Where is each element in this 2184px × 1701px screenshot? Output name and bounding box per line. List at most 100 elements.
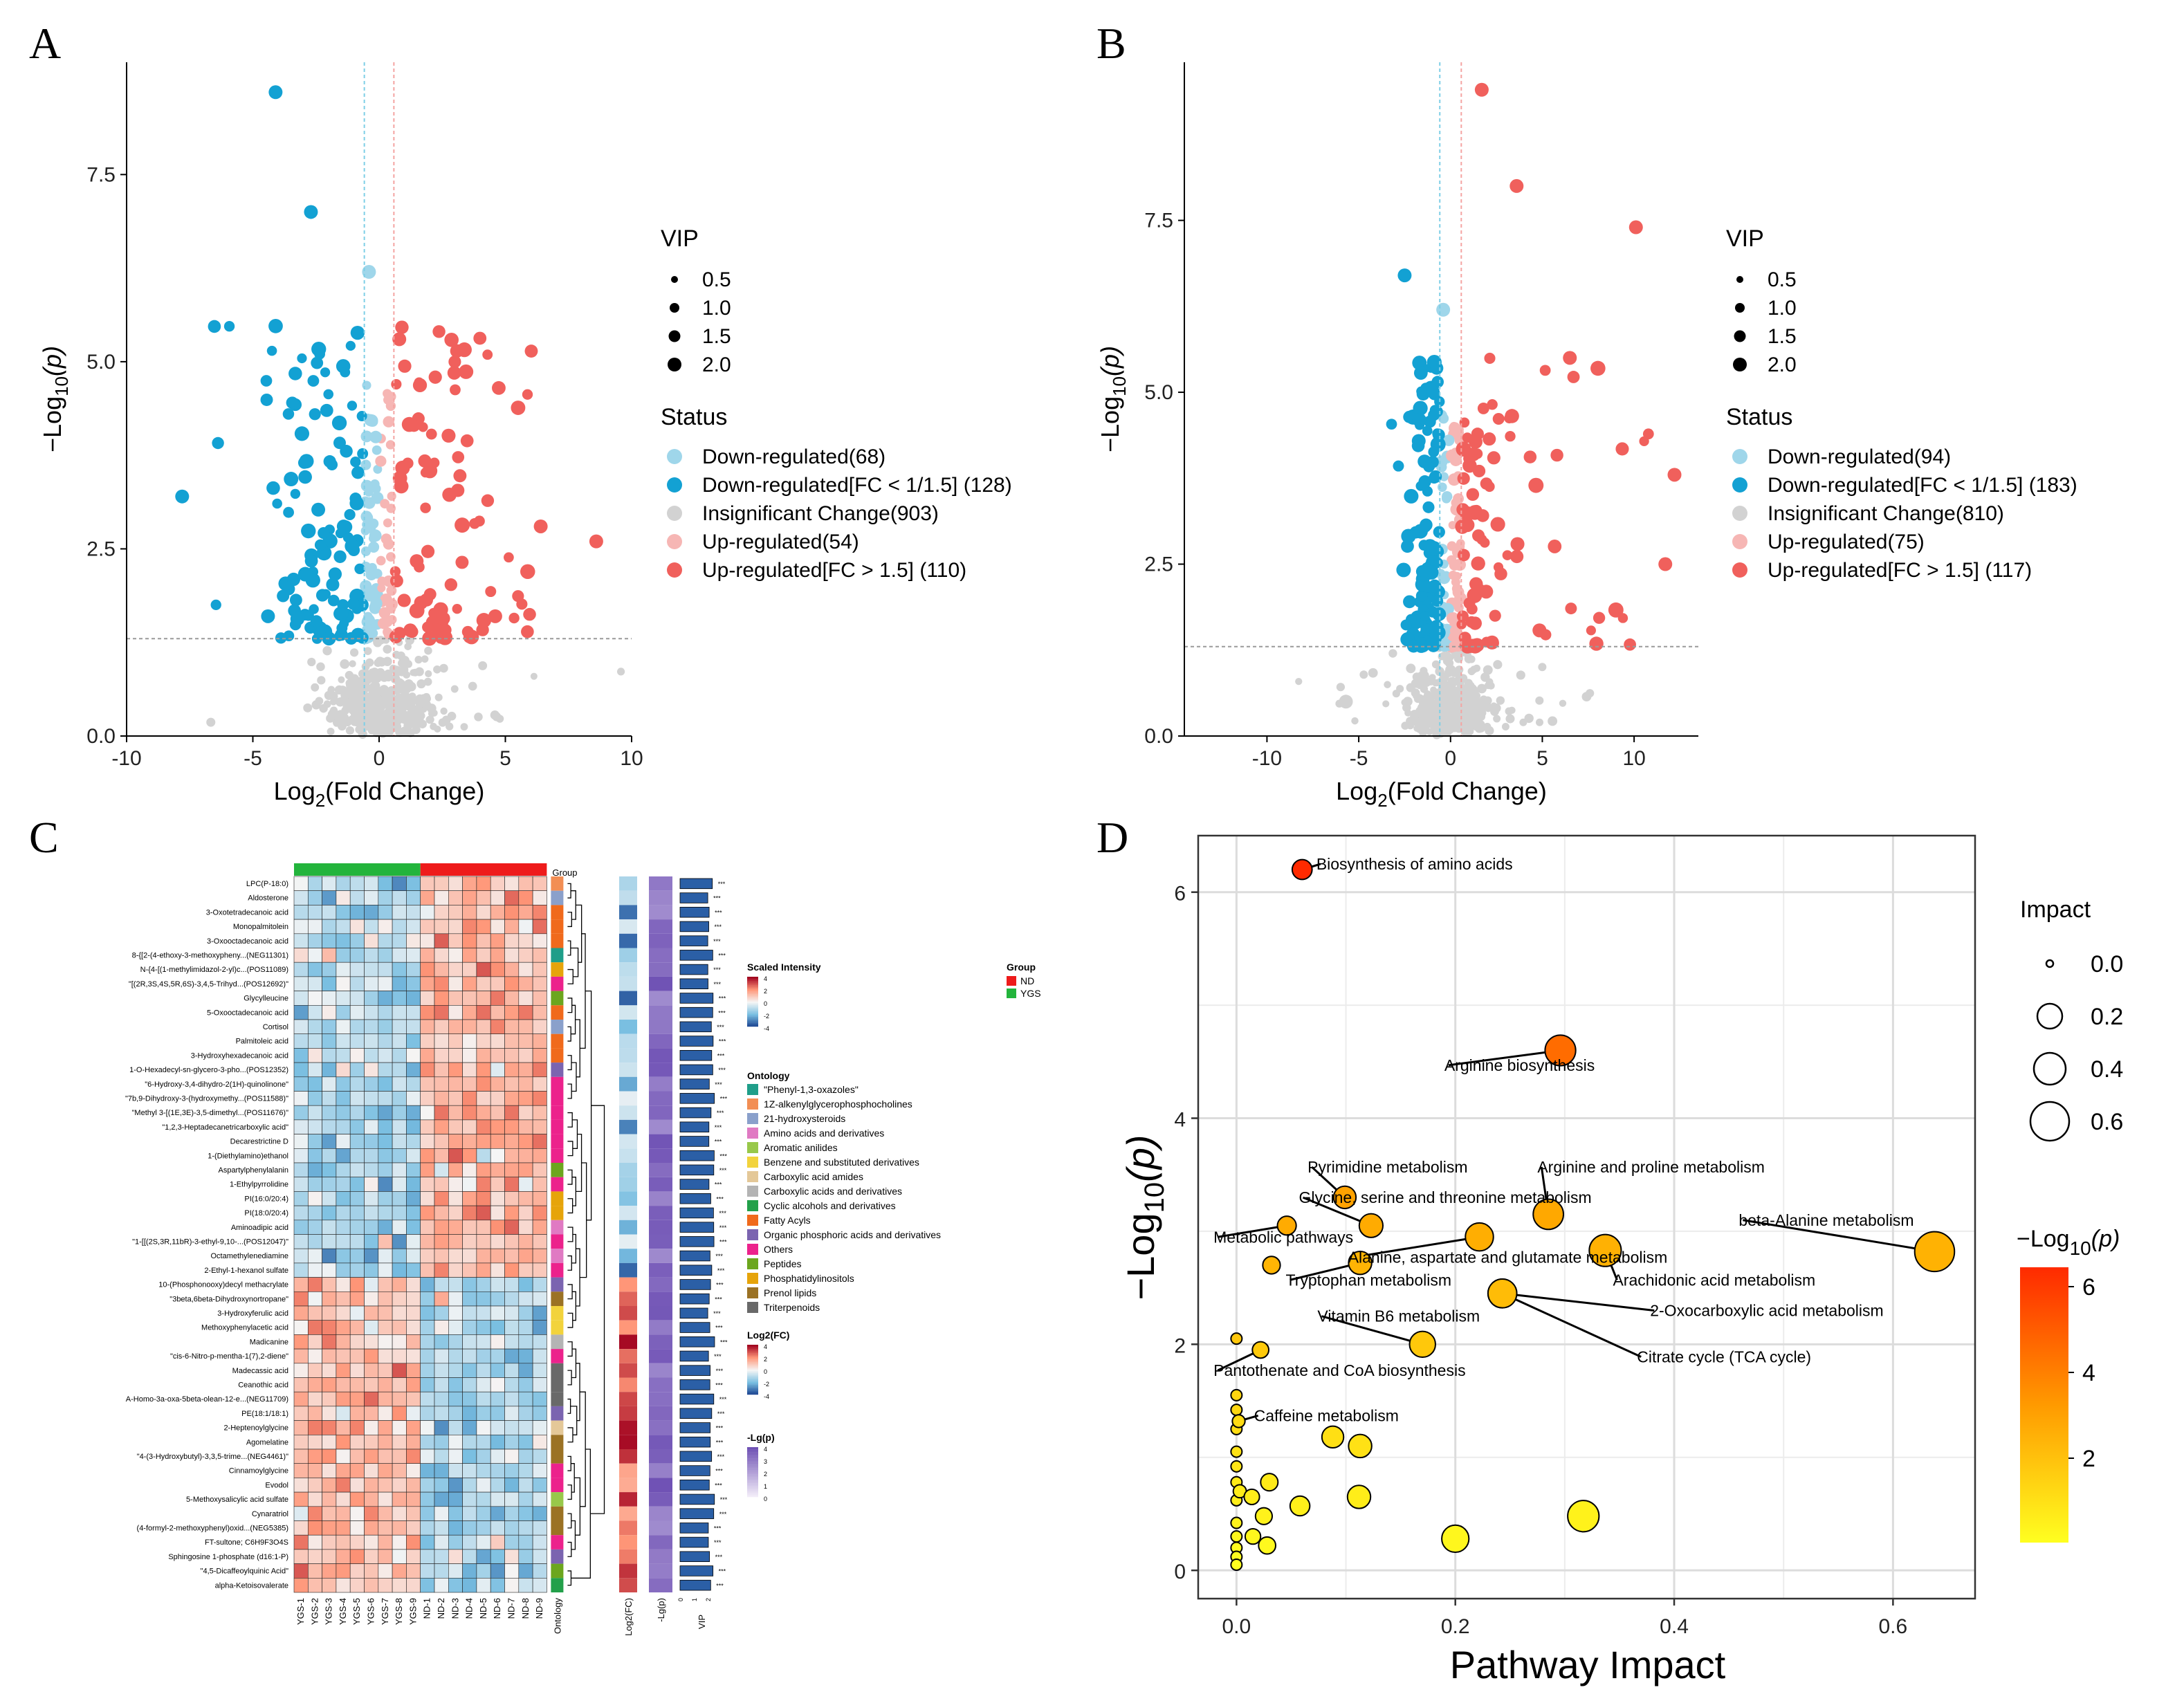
heatmap-cell bbox=[504, 1119, 520, 1134]
heatmap-cell bbox=[476, 1563, 491, 1579]
lgp-cell bbox=[649, 1048, 672, 1063]
significance-mark: *** bbox=[713, 895, 721, 902]
up-regulated-point bbox=[380, 593, 392, 606]
up-regulated-point bbox=[395, 320, 409, 334]
heatmap-cell bbox=[490, 1391, 505, 1407]
heatmap-cell bbox=[364, 1534, 379, 1550]
up-regulated-point bbox=[1451, 426, 1465, 439]
heatmap-cell bbox=[378, 1076, 393, 1092]
down-regulated-point bbox=[320, 403, 333, 417]
heatmap-cell bbox=[476, 905, 491, 920]
heatmap-cell bbox=[434, 1420, 449, 1435]
heatmap-row-label: Agomelatine bbox=[246, 1438, 288, 1446]
heatmap-cell bbox=[490, 991, 505, 1006]
down-regulated-point bbox=[338, 607, 349, 619]
heatmap-cell bbox=[420, 1119, 435, 1134]
dendrogram-branch bbox=[580, 1391, 586, 1507]
heatmap-cell bbox=[518, 1033, 533, 1049]
down-regulated-point bbox=[208, 320, 221, 333]
heatmap-cell bbox=[420, 1420, 435, 1435]
heatmap-cell bbox=[434, 1048, 449, 1063]
heatmap-cell bbox=[462, 890, 477, 905]
log2fc-scale-step bbox=[747, 1367, 758, 1369]
vip-bar bbox=[679, 1193, 711, 1204]
heatmap-cell bbox=[462, 1220, 477, 1235]
heatmap-cell bbox=[349, 1406, 365, 1421]
heatmap-cell bbox=[406, 1377, 421, 1392]
heatmap-cell bbox=[504, 1134, 520, 1149]
lgp-cell bbox=[649, 1463, 672, 1478]
heatmap-cell bbox=[378, 1191, 393, 1206]
lgp-scale-step bbox=[747, 1460, 758, 1461]
color-legend-title-sub: 10 bbox=[2070, 1238, 2091, 1259]
heatmap-cell bbox=[307, 1162, 322, 1178]
insignificant-point bbox=[1473, 699, 1481, 708]
up-regulated-point bbox=[482, 349, 493, 360]
heatmap-cell bbox=[392, 1534, 407, 1550]
heatmap-cell bbox=[378, 933, 393, 948]
heatmap-cell bbox=[364, 1162, 379, 1178]
scale-step bbox=[747, 988, 758, 990]
heatmap-cell bbox=[406, 890, 421, 905]
vip-legend-label: 2.0 bbox=[1768, 353, 1797, 376]
heatmap-cell bbox=[518, 1177, 533, 1192]
insignificant-point bbox=[358, 729, 367, 739]
heatmap-cell bbox=[336, 1435, 351, 1450]
log2fc-scale-step bbox=[747, 1347, 758, 1349]
up-regulated-point bbox=[1449, 625, 1460, 636]
dendrogram-branch bbox=[567, 1141, 573, 1157]
heatmap-cell bbox=[392, 962, 407, 977]
heatmap-cell bbox=[307, 976, 322, 991]
down-regulated-point bbox=[347, 598, 360, 610]
ontology-cell bbox=[551, 976, 564, 991]
down-regulated-point bbox=[311, 502, 326, 517]
insignificant-point bbox=[468, 681, 477, 691]
down-regulated-point bbox=[1420, 569, 1433, 581]
heatmap-cell bbox=[336, 1134, 351, 1149]
ontology-legend-label: Amino acids and derivatives bbox=[764, 1128, 884, 1139]
heatmap-cell bbox=[364, 1420, 379, 1435]
heatmap-cell bbox=[518, 1062, 533, 1078]
pathway-point bbox=[1230, 1445, 1243, 1458]
volcano-b-points bbox=[1295, 82, 1682, 739]
insignificant-point bbox=[1417, 671, 1425, 679]
significance-mark: *** bbox=[715, 909, 722, 916]
heatmap-cell bbox=[364, 1406, 379, 1421]
up-regulated-point bbox=[511, 401, 526, 415]
log2fc-scale-step bbox=[747, 1384, 758, 1386]
heatmap-cell bbox=[349, 1563, 365, 1579]
significance-mark: *** bbox=[715, 1124, 722, 1131]
heatmap-cell bbox=[336, 1578, 351, 1593]
heatmap-cell bbox=[448, 1005, 463, 1020]
scale-tick: -4 bbox=[764, 1025, 769, 1032]
heatmap-cell bbox=[406, 1248, 421, 1264]
heatmap-cell bbox=[336, 991, 351, 1006]
heatmap-cell bbox=[406, 1220, 421, 1235]
heatmap-cell bbox=[406, 1019, 421, 1035]
down-regulated-point bbox=[367, 624, 377, 633]
insignificant-point bbox=[1444, 698, 1455, 708]
down-regulated-point bbox=[286, 396, 299, 410]
ontology-cell bbox=[551, 1420, 564, 1435]
heatmap-cell bbox=[322, 991, 337, 1006]
down-regulated-point bbox=[298, 470, 312, 484]
vip-legend-dot bbox=[670, 303, 679, 313]
heatmap-cell bbox=[420, 1391, 435, 1407]
heatmap-cell bbox=[364, 1549, 379, 1564]
pathway-point bbox=[1358, 1213, 1384, 1238]
heatmap-cell bbox=[420, 890, 435, 905]
status-legend-dot bbox=[667, 449, 682, 464]
significance-mark: *** bbox=[720, 1096, 728, 1103]
insignificant-point bbox=[1428, 692, 1437, 701]
pathway-point bbox=[1276, 1215, 1297, 1236]
insignificant-point bbox=[333, 719, 340, 727]
heatmap-cell bbox=[462, 1234, 477, 1249]
heatmap-cell bbox=[532, 1305, 547, 1321]
heatmap-cell bbox=[322, 1578, 337, 1593]
pathway-label: Vitamin B6 metabolism bbox=[1317, 1307, 1480, 1325]
scale-step bbox=[747, 1014, 758, 1015]
heatmap-cell bbox=[406, 1406, 421, 1421]
scale-step bbox=[747, 1016, 758, 1018]
insignificant-point bbox=[434, 693, 443, 701]
up-regulated-point bbox=[1448, 570, 1458, 580]
